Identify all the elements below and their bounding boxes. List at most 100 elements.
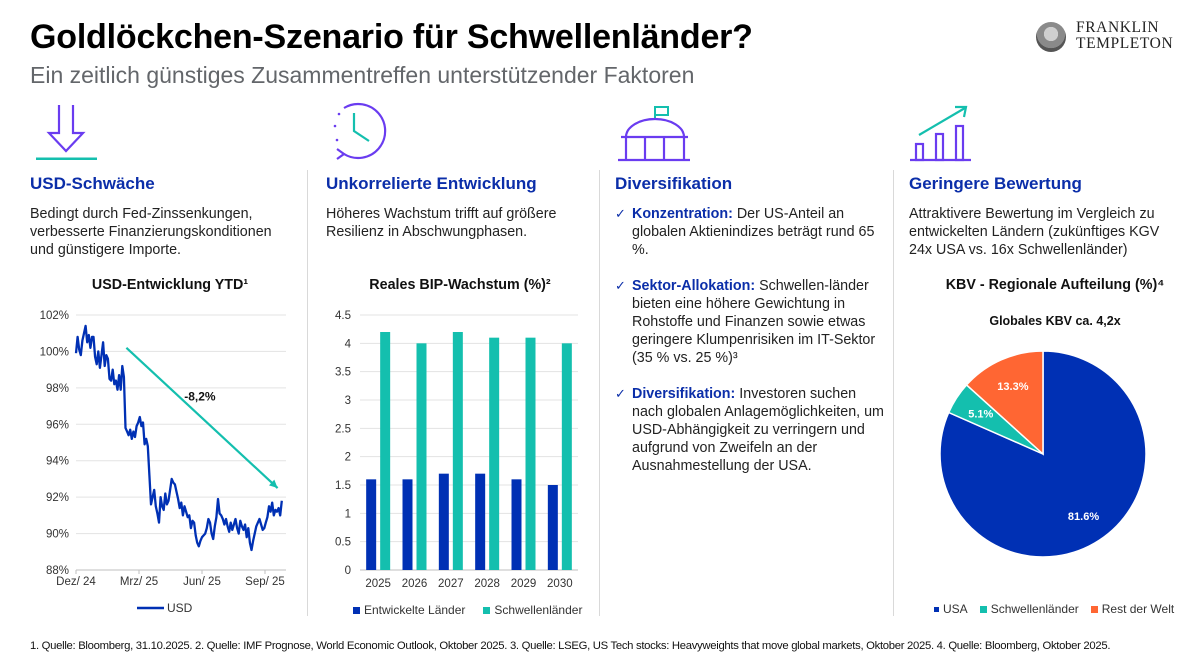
column-usd-weakness: USD-Schwäche Bedingt durch Fed-Zinssenku… [30, 100, 300, 620]
legend-swatch-developed [353, 606, 360, 614]
legend-swatch-emerging [979, 605, 987, 613]
y-tick-label: 96% [46, 419, 69, 431]
diversification-bullets: ✓ Konzentration: Der US-Anteil an global… [615, 205, 885, 493]
benjamin-franklin-medal-icon [1036, 22, 1066, 52]
y-tick-label: 88% [46, 565, 69, 577]
column-description: Höheres Wachstum trifft auf größere Resi… [326, 205, 556, 241]
y-tick-label: 3 [345, 395, 351, 407]
pie-chart-subtitle: Globales KBV ca. 4,2x [989, 314, 1121, 328]
page-subtitle: Ein zeitlich günstiges Zusammentreffen u… [30, 62, 695, 88]
column-description: Bedingt durch Fed-Zinssenkungen, verbess… [30, 205, 272, 259]
y-tick-label: 0.5 [335, 537, 351, 549]
legend-swatch-emerging [483, 606, 491, 614]
gdp-bar-chart: 0 0.5 1 1.5 2 2.5 3 3.5 4 4.5 2025 2026 2027 2028 2029… [335, 310, 578, 590]
column-title: USD-Schwäche [30, 174, 155, 193]
column-description: Attraktivere Bewertung im Vergleich zu e… [909, 205, 1159, 259]
column-divider [599, 170, 600, 616]
x-tick-label: 2029 [511, 578, 537, 590]
pie-chart-title: KBV - Regionale Aufteilung (%)⁴ [945, 277, 1165, 293]
legend-label: USA [943, 602, 968, 616]
y-tick-label: 4 [345, 338, 352, 350]
bar-developed [366, 479, 377, 570]
y-tick-label: 3.5 [335, 367, 351, 379]
column-title: Diversifikation [615, 174, 733, 193]
pie-slice-usa [939, 350, 1147, 558]
bar-developed [438, 473, 449, 570]
gdp-chart-title: Reales BIP-Wachstum (%)² [369, 277, 551, 293]
text-line: Höheres Wachstum trifft auf größere [326, 206, 557, 222]
x-tick-label: 2026 [402, 578, 428, 590]
bullet-text: Investoren suchen nach globalen Anlagemö… [632, 386, 884, 474]
y-tick-label: 1 [345, 508, 351, 520]
checkmark-icon: ✓ [615, 206, 626, 221]
bullet-text: Der US-Anteil an globalen Aktienindizes … [632, 206, 875, 258]
legend-swatch-usa [934, 606, 939, 612]
column-divider [307, 170, 308, 616]
pie-data-label: 13.3% [997, 381, 1028, 393]
growth-chart-icon [910, 105, 971, 162]
pie-legend: USA Schwellenländer Rest der Welt [934, 602, 1174, 616]
usd-series-line [74, 324, 283, 552]
column-title: Unkorrelierte Entwicklung [326, 174, 537, 193]
text-line: verbesserte Finanzierungskonditionen [30, 224, 272, 240]
bar-developed [511, 479, 522, 570]
bar-emerging [561, 343, 572, 570]
logo-line-2: TEMPLETON [1076, 35, 1174, 52]
legend-label: Schwellenländer [494, 603, 583, 617]
x-tick-label: 2030 [547, 578, 573, 590]
y-tick-label: 0 [345, 565, 351, 577]
bullet-heading: Diversifikation: [632, 386, 736, 402]
x-tick-label: Dez/ 24 [56, 576, 96, 588]
y-tick-label: 102% [40, 310, 69, 322]
column-valuation: Geringere Bewertung Attraktivere Bewertu… [909, 100, 1194, 620]
bullet-item: ✓ Diversifikation: Investoren suchen nac… [615, 385, 885, 475]
kbv-pie-chart: 81.6% 5.1% 13.3% [939, 350, 1147, 558]
government-building-icon [618, 106, 690, 162]
legend-label: Schwellenländer [990, 602, 1079, 616]
text-line: entwickelten Ländern (zukünftiges KGV [909, 224, 1160, 240]
franklin-templeton-logo: FRANKLIN TEMPLETON [1036, 20, 1186, 54]
footnote-sources: 1. Quelle: Bloomberg, 31.10.2025. 2. Que… [30, 640, 1111, 652]
column-title: Geringere Bewertung [909, 174, 1082, 193]
text-line: Attraktivere Bewertung im Vergleich zu [909, 206, 1155, 222]
legend-label: Rest der Welt [1101, 602, 1175, 616]
bar-emerging [380, 332, 391, 570]
text-line: Resilienz in Abschwungphasen. [326, 224, 528, 240]
logo-text: FRANKLIN TEMPLETON [1076, 20, 1173, 52]
y-tick-label: 94% [46, 456, 69, 468]
y-tick-label: 98% [46, 383, 69, 395]
clock-history-icon [333, 102, 387, 160]
page-title: Goldlöckchen-Szenario für Schwellenlände… [30, 18, 753, 56]
bullet-item: ✓ Sektor-Allokation: Schwellen-länder bi… [615, 277, 885, 367]
legend-label: Entwickelte Länder [364, 603, 466, 617]
bar-emerging [416, 343, 427, 570]
pie-data-label: 5.1% [968, 409, 993, 421]
checkmark-icon: ✓ [615, 386, 626, 401]
usd-chart-title: USD-Entwicklung YTD¹ [91, 277, 249, 293]
checkmark-icon: ✓ [615, 278, 626, 293]
x-tick-label: 2027 [438, 578, 464, 590]
gdp-legend: Entwickelte Länder Schwellenländer [353, 603, 582, 617]
pie-data-label: 81.6% [1068, 511, 1099, 523]
x-tick-label: Mrz/ 25 [120, 576, 158, 588]
y-tick-label: 90% [46, 529, 69, 541]
pie-slice-rest-der-welt [965, 350, 1044, 456]
text-line: 24x USA vs. 16x Schwellenländer) [909, 242, 1128, 258]
y-tick-label: 1.5 [335, 480, 351, 492]
legend-swatch-rest [1090, 605, 1098, 613]
column-uncorrelated: Unkorrelierte Entwicklung Höheres Wachst… [326, 100, 596, 620]
x-tick-label: Sep/ 25 [245, 576, 285, 588]
y-tick-label: 2.5 [335, 423, 351, 435]
y-tick-label: 2 [345, 452, 351, 464]
bar-emerging [525, 337, 536, 570]
text-line: Bedingt durch Fed-Zinssenkungen, [30, 206, 253, 222]
logo-line-1: FRANKLIN [1076, 19, 1160, 36]
bullet-heading: Konzentration: [632, 206, 733, 222]
bar-developed [402, 479, 413, 570]
column-divider [893, 170, 894, 616]
bullet-text: Schwellen-länder bieten eine höhere Gewi… [632, 278, 876, 366]
bar-emerging [489, 337, 500, 570]
trend-arrow-line [125, 346, 279, 489]
x-tick-label: Jun/ 25 [183, 576, 221, 588]
y-tick-label: 100% [40, 346, 69, 358]
